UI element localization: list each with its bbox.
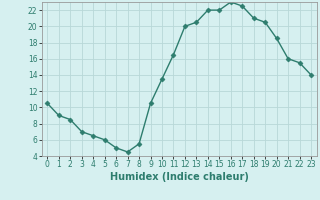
X-axis label: Humidex (Indice chaleur): Humidex (Indice chaleur) <box>110 172 249 182</box>
